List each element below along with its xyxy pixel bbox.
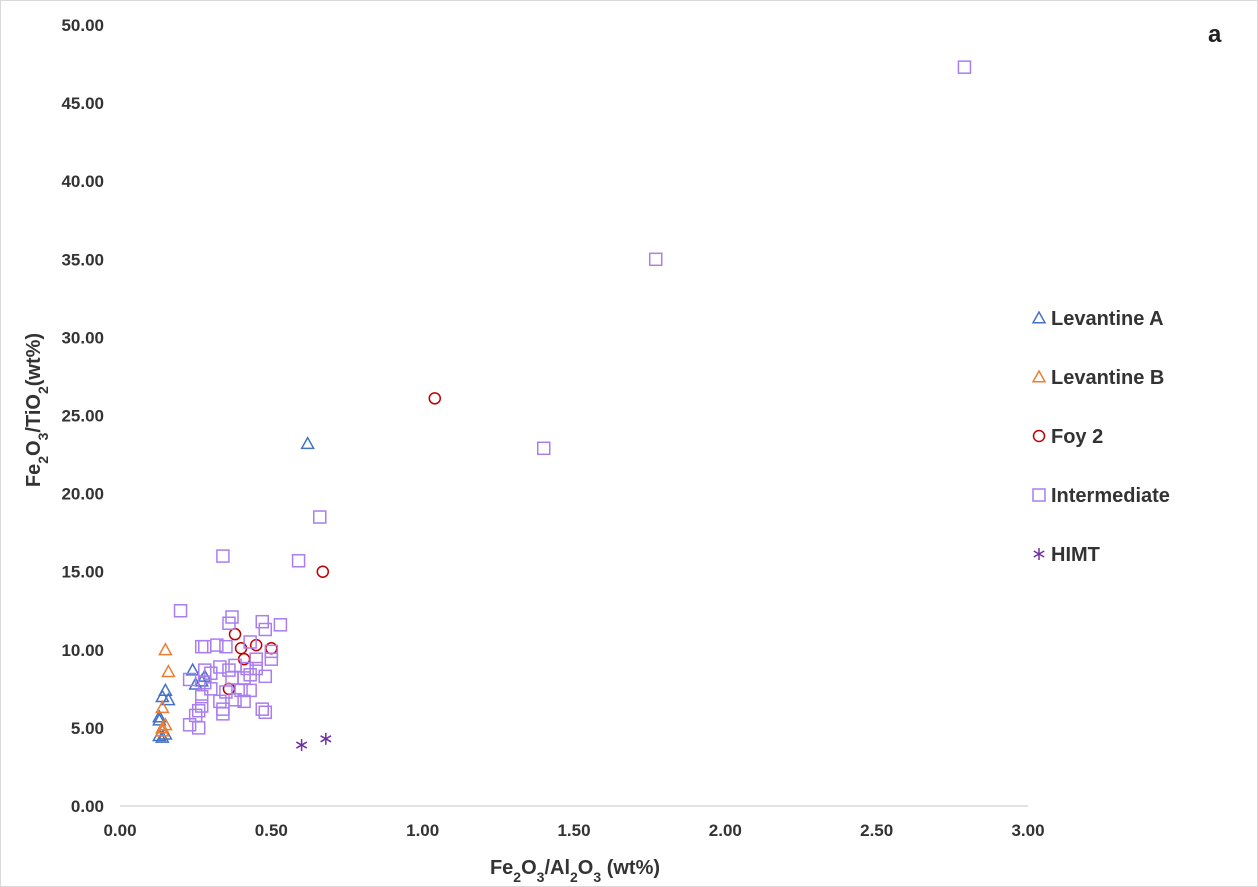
legend-label: Levantine A xyxy=(1051,308,1164,330)
y-tick-label: 45.00 xyxy=(61,94,104,113)
y-tick-label: 50.00 xyxy=(61,16,104,35)
legend-marker xyxy=(1032,429,1046,443)
data-point xyxy=(264,644,279,659)
axes: 0.00 0.50 1.00 1.50 2.00 2.50 3.00 0.00 5.00 10.0… xyxy=(61,16,1044,840)
legend-item: HIMT xyxy=(1033,544,1100,566)
data-point xyxy=(291,554,306,568)
series-himt xyxy=(296,732,332,752)
y-tick-label: 0.00 xyxy=(71,797,104,816)
legend-item: Levantine B xyxy=(1031,367,1164,389)
y-axis-label: Fe2O3/TiO2(wt%) xyxy=(23,333,51,487)
legend-item: Levantine A xyxy=(1031,308,1164,330)
series-levantine-b xyxy=(155,642,176,737)
data-point xyxy=(191,703,206,718)
x-tick-label: 2.50 xyxy=(860,821,893,840)
data-point xyxy=(255,702,270,716)
data-point xyxy=(428,392,442,405)
data-point xyxy=(316,565,330,578)
data-point xyxy=(237,694,251,709)
y-tick-label: 10.00 xyxy=(61,641,104,660)
data-point xyxy=(228,693,242,707)
y-tick-label: 40.00 xyxy=(61,172,104,191)
x-axis-label: Fe2O3/Al2O3 (wt%) xyxy=(490,857,660,885)
data-point xyxy=(273,618,288,632)
y-tick-label: 25.00 xyxy=(61,407,104,426)
data-point xyxy=(155,729,170,743)
data-point xyxy=(243,635,257,649)
data-point xyxy=(155,700,170,714)
legend: Levantine A Levantine B Foy 2 Intermediate H… xyxy=(1031,308,1170,566)
data-point xyxy=(204,666,218,680)
data-point xyxy=(155,720,170,734)
data-point xyxy=(320,732,332,745)
data-point xyxy=(194,689,209,704)
legend-marker xyxy=(1033,548,1045,560)
legend-item: Intermediate xyxy=(1032,485,1170,507)
data-point xyxy=(158,682,173,696)
legend-marker xyxy=(1032,488,1046,502)
legend-label: Foy 2 xyxy=(1051,426,1103,448)
x-tick-label: 1.50 xyxy=(557,821,590,840)
data-point xyxy=(161,692,176,706)
legend-label: HIMT xyxy=(1051,544,1100,566)
data-point xyxy=(258,669,273,684)
data-point xyxy=(296,739,308,752)
legend-item: Foy 2 xyxy=(1032,426,1103,448)
y-tick-label: 30.00 xyxy=(61,328,104,347)
data-point xyxy=(204,682,218,696)
data-point xyxy=(264,652,279,666)
y-tick-label: 15.00 xyxy=(61,563,104,582)
x-tick-label: 3.00 xyxy=(1011,821,1044,840)
x-tick-label: 1.00 xyxy=(406,821,439,840)
y-tick-label: 20.00 xyxy=(61,485,104,504)
data-point xyxy=(258,705,273,720)
data-point xyxy=(300,436,315,450)
data-point xyxy=(249,652,263,666)
x-tick-label: 2.00 xyxy=(709,821,742,840)
data-point xyxy=(258,622,273,637)
data-point xyxy=(173,604,188,618)
data-point xyxy=(210,638,224,652)
data-point xyxy=(648,252,663,267)
data-point xyxy=(222,616,236,630)
data-point xyxy=(216,549,230,563)
data-point xyxy=(182,672,197,687)
data-point xyxy=(152,709,167,723)
data-point xyxy=(255,614,270,629)
legend-label: Levantine B xyxy=(1051,367,1164,389)
legend-marker xyxy=(1031,310,1047,324)
data-point xyxy=(219,639,233,654)
data-point xyxy=(155,723,170,737)
data-point xyxy=(161,664,176,678)
data-point xyxy=(216,707,230,721)
x-tick-label: 0.50 xyxy=(255,821,288,840)
legend-marker xyxy=(1031,369,1047,383)
data-point xyxy=(957,60,972,74)
data-point xyxy=(185,662,200,676)
x-tick-label: 0.00 xyxy=(103,821,136,840)
data-point xyxy=(243,668,257,682)
legend-label: Intermediate xyxy=(1051,485,1170,507)
data-point xyxy=(536,441,551,456)
y-tick-label: 35.00 xyxy=(61,250,104,269)
data-point xyxy=(158,642,173,656)
data-point xyxy=(182,718,197,732)
data-point xyxy=(313,510,327,524)
data-point xyxy=(191,721,206,735)
data-point xyxy=(152,712,167,726)
data-point xyxy=(158,726,173,740)
y-tick-label: 5.00 xyxy=(71,719,104,738)
data-marks xyxy=(152,60,972,752)
series-intermediate xyxy=(173,60,972,735)
panel-label: a xyxy=(1208,21,1222,48)
